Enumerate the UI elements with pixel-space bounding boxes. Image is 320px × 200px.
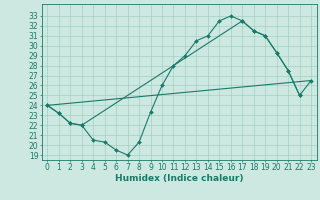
X-axis label: Humidex (Indice chaleur): Humidex (Indice chaleur) xyxy=(115,174,244,183)
